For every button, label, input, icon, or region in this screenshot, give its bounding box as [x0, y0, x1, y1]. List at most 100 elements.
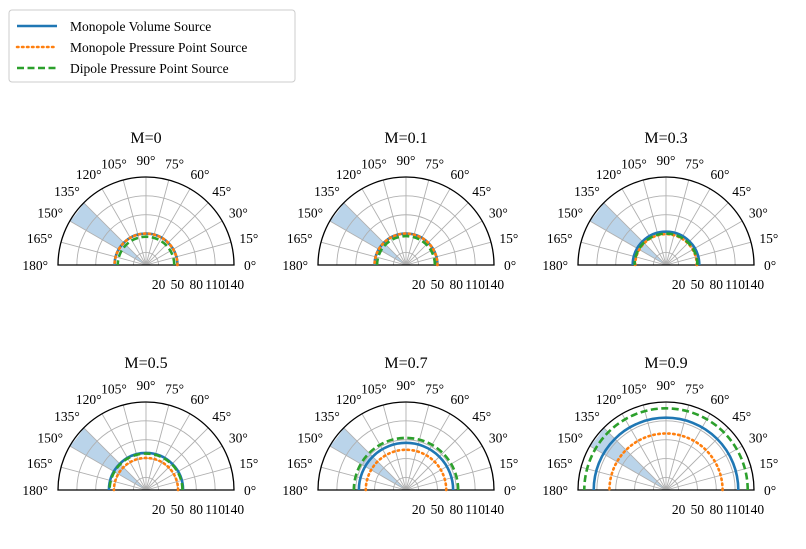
angle-tick-label: 150° — [297, 431, 323, 446]
radial-tick-label: 80 — [710, 277, 724, 292]
angular-grid-line — [405, 413, 451, 491]
panel-title: M=0 — [130, 130, 161, 147]
angular-grid-line — [621, 413, 667, 491]
angle-tick-label: 15° — [239, 456, 258, 471]
angle-tick-label: 0° — [764, 258, 776, 273]
angular-grid-line — [69, 220, 147, 266]
angle-tick-label: 135° — [574, 409, 600, 424]
shaded-sector — [69, 427, 146, 490]
angular-grid-line — [382, 179, 407, 266]
panel-title: M=0.1 — [384, 130, 427, 147]
series-curve — [112, 456, 180, 492]
polar-frame — [317, 401, 495, 491]
radial-tick-label: 140 — [484, 502, 505, 517]
angle-tick-label: 30° — [229, 206, 248, 221]
angle-tick-label: 180° — [22, 258, 48, 273]
angle-tick-label: 90° — [397, 378, 416, 393]
angle-tick-label: 180° — [542, 258, 568, 273]
radial-tick-label: 140 — [224, 277, 245, 292]
angle-tick-label: 60° — [191, 167, 210, 182]
angle-tick-label: 60° — [711, 167, 730, 182]
legend: Monopole Volume Source Monopole Pressure … — [8, 9, 296, 83]
angle-tick-label: 150° — [37, 431, 63, 446]
angle-tick-label: 180° — [282, 258, 308, 273]
radial-tick-label: 110 — [205, 502, 225, 517]
angular-grid-line — [320, 241, 407, 266]
radial-tick-label: 50 — [691, 502, 705, 517]
angle-tick-label: 105° — [621, 157, 647, 172]
series-curve — [352, 436, 460, 491]
angular-grid-line — [405, 179, 430, 266]
radial-tick-label: 110 — [465, 277, 485, 292]
angular-grid-line — [101, 188, 147, 266]
series-curve — [373, 232, 439, 267]
angular-grid-line — [145, 220, 223, 266]
angular-grid-line — [665, 179, 690, 266]
angle-tick-label: 180° — [282, 483, 308, 498]
angle-tick-label: 165° — [547, 231, 573, 246]
angular-grid-line — [580, 241, 667, 266]
angular-grid-line — [665, 427, 729, 491]
angle-tick-label: 75° — [425, 382, 444, 397]
angular-grid-line — [343, 202, 407, 266]
angle-tick-label: 165° — [27, 231, 53, 246]
angle-tick-label: 30° — [489, 206, 508, 221]
angular-grid-line — [145, 445, 223, 491]
shaded-sector — [329, 202, 406, 265]
angle-tick-label: 165° — [27, 456, 53, 471]
angular-grid-line — [405, 466, 492, 491]
radial-tick-label: 80 — [190, 502, 204, 517]
angle-tick-label: 0° — [244, 258, 256, 273]
radial-tick-label: 50 — [171, 502, 185, 517]
angle-tick-label: 15° — [239, 231, 258, 246]
angle-tick-label: 120° — [76, 392, 102, 407]
legend-label: Monopole Pressure Point Source — [70, 40, 247, 55]
radial-tick-label: 50 — [691, 277, 705, 292]
radial-tick-label: 50 — [431, 502, 445, 517]
angle-tick-label: 120° — [336, 167, 362, 182]
series-curve — [113, 232, 179, 267]
angular-grid-line — [60, 466, 147, 491]
angle-tick-label: 45° — [472, 184, 491, 199]
angle-tick-label: 180° — [542, 483, 568, 498]
radial-tick-label: 140 — [224, 502, 245, 517]
angle-tick-label: 90° — [397, 153, 416, 168]
angle-tick-label: 135° — [54, 409, 80, 424]
angle-tick-label: 75° — [425, 157, 444, 172]
shaded-sector — [69, 202, 146, 265]
angle-tick-label: 60° — [451, 167, 470, 182]
polar-panel: M=0.1 0° 15° 30° 45°60° 75° 90° 105°120° 135° 150… — [282, 130, 518, 292]
angle-tick-label: 15° — [499, 456, 518, 471]
angle-tick-label: 30° — [229, 431, 248, 446]
angular-grid-line — [382, 404, 407, 491]
angle-tick-label: 105° — [621, 382, 647, 397]
angular-grid-line — [145, 241, 232, 266]
angle-tick-label: 165° — [287, 231, 313, 246]
series-curve — [633, 232, 699, 266]
angular-grid-line — [621, 188, 667, 266]
angular-grid-line — [69, 445, 147, 491]
radial-tick-label: 20 — [152, 277, 166, 292]
angle-tick-label: 0° — [504, 483, 516, 498]
angular-grid-line — [665, 445, 743, 491]
angle-tick-label: 45° — [732, 409, 751, 424]
angular-grid-line — [603, 202, 667, 266]
angle-tick-label: 180° — [22, 483, 48, 498]
angle-tick-label: 105° — [101, 157, 127, 172]
angle-tick-label: 120° — [76, 167, 102, 182]
angular-grid-line — [405, 188, 451, 266]
panel-title: M=0.5 — [124, 355, 167, 372]
angle-tick-label: 60° — [451, 392, 470, 407]
radial-tick-label: 80 — [450, 502, 464, 517]
polar-panel: M=0.7 0° 15° 30° 45°60° 75° 90° 105°120° 135° 150… — [282, 355, 518, 517]
angle-tick-label: 105° — [101, 382, 127, 397]
shaded-sector — [589, 202, 666, 265]
polar-frame — [317, 176, 495, 266]
radial-tick-label: 20 — [412, 277, 426, 292]
angle-tick-label: 45° — [212, 409, 231, 424]
radial-tick-label: 110 — [205, 277, 225, 292]
angle-tick-label: 15° — [759, 231, 778, 246]
angular-grid-line — [665, 220, 743, 266]
legend-label: Dipole Pressure Point Source — [70, 61, 229, 76]
angle-tick-label: 135° — [54, 184, 80, 199]
